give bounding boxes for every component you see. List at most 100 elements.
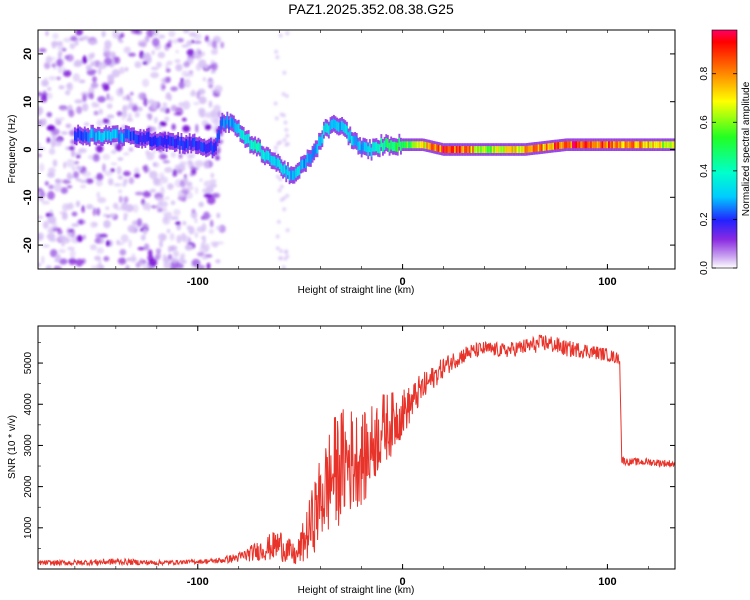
colorbar-tick-label: 0.6 [699,115,710,129]
noise-blob [67,229,74,233]
ridge-core [141,135,144,145]
ridge-core [105,129,107,139]
noise-blob [126,118,134,122]
ridge-core [444,146,447,153]
noise-blob [210,241,219,246]
noise-blob [38,142,42,147]
noise-blob [122,170,131,177]
noise-blob [191,89,196,96]
ridge-core [419,141,422,149]
noise-blob [59,106,68,112]
noise-blob [190,210,198,219]
ridge-core [350,135,353,146]
noise-blob [74,152,82,156]
noise-blob [275,174,280,179]
ridge-core [262,150,265,160]
noise-blob [188,70,194,75]
noise-blob [66,174,74,180]
noise-blob [163,76,170,84]
noise-blob [162,160,170,164]
noise-blob [38,215,44,219]
noise-blob [98,108,104,115]
noise-blob [204,243,210,252]
noise-blob [82,103,89,112]
ridge-core [232,119,235,129]
ridge-core [591,141,594,149]
ridge-core [559,142,561,149]
ridge-core [405,141,407,149]
noise-blob [103,256,110,262]
ridge-core [509,146,512,153]
heatmap-ytick-label: -20 [22,237,34,253]
noise-blob [153,30,159,37]
noise-blob [279,249,284,254]
noise-blob [49,209,54,215]
ridge-core [259,143,261,153]
noise-blob [96,119,103,127]
noise-blob [103,213,108,218]
ridge-core [660,141,663,149]
ridge-core [613,141,615,149]
noise-blob [57,41,63,46]
noise-blob [189,173,194,177]
noise-blob [125,264,130,269]
ridge-core [531,145,533,153]
snr-xlabel: Height of straight line (km) [298,585,415,596]
noise-blob [47,236,52,240]
noise-blob [217,110,222,118]
ridge-core [616,141,619,149]
ridge-core [305,158,307,169]
noise-blob [67,232,72,238]
noise-blob [46,111,53,118]
ridge-core [382,142,384,152]
ridge-core [152,136,155,146]
ridge-core [442,146,445,153]
ridge-core [496,146,499,153]
noise-blob [276,141,281,146]
ridge-core [498,146,501,153]
noise-blob [149,188,156,193]
noise-blob [193,33,202,40]
ridge-core [167,135,170,145]
noise-blob [177,38,184,43]
noise-blob [182,221,187,226]
ridge-core [303,158,306,168]
noise-blob [176,235,182,244]
noise-blob [62,70,72,77]
ridge-core [519,146,522,153]
noise-blob [200,242,205,249]
ridge-core [195,141,198,151]
ridge-core [622,141,625,149]
noise-blob [38,234,42,241]
noise-blob [194,160,204,168]
ridge-core [327,125,330,135]
noise-blob [90,265,100,269]
ridge-core [585,141,588,149]
ridge-core [121,133,124,143]
noise-blob [206,262,211,269]
noise-blob [59,258,68,265]
ridge-core [642,141,645,149]
snr-frame [37,325,676,570]
ridge-core [324,122,327,132]
ridge-core [608,141,610,149]
noise-blob [72,73,80,82]
ridge-core [157,137,160,147]
ridge-core [403,141,406,149]
ridge-core [545,143,548,151]
noise-blob [210,49,218,55]
noise-blob [100,237,105,244]
noise-blob [159,239,163,248]
noise-blob [173,208,181,216]
ridge-core [552,142,555,150]
noise-blob [38,153,42,157]
noise-blob [83,122,90,126]
noise-blob [166,228,171,234]
noise-blob [38,106,44,115]
noise-blob [108,178,114,186]
noise-blob [42,220,49,229]
noise-blob [184,244,193,251]
noise-blob [68,109,75,118]
ridge-core [472,146,474,153]
noise-blob [66,83,72,89]
